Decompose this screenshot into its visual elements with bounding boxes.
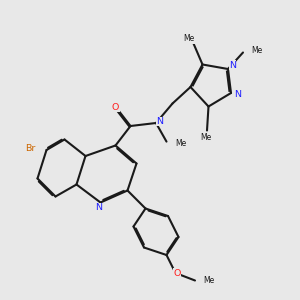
Text: N: N: [229, 61, 236, 70]
Text: Me: Me: [200, 133, 211, 142]
Text: N: N: [156, 117, 163, 126]
Text: Br: Br: [25, 144, 35, 153]
Text: Me: Me: [251, 46, 263, 55]
Text: O: O: [112, 103, 119, 112]
Text: O: O: [173, 268, 181, 278]
Text: N: N: [95, 203, 103, 212]
Text: N: N: [234, 90, 241, 99]
Text: Me: Me: [203, 276, 215, 285]
Text: Me: Me: [175, 139, 186, 148]
Text: Me: Me: [183, 34, 195, 43]
